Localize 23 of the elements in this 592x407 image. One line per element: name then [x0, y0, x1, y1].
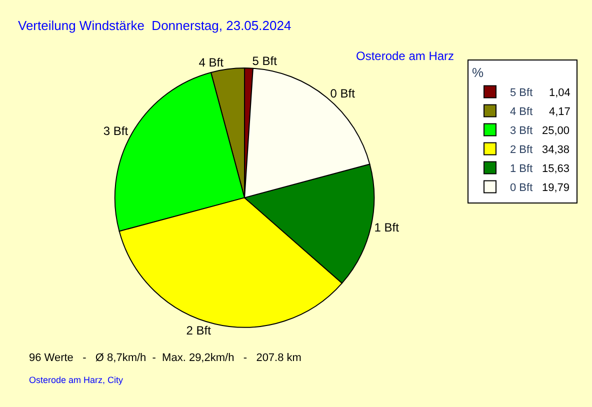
- data-label: 1,04: [549, 87, 570, 99]
- text: Osterode am Harz, City: [29, 375, 124, 385]
- chart-title: Verteilung Windstärke Donnerstag, 23.05.2024: [18, 18, 292, 33]
- legend-title: %: [472, 65, 484, 80]
- legend-label: 0 Bft: [510, 182, 533, 194]
- text: 96 Werte - Ø 8,7km/h - Max. 29,2km/h - 207.8 km: [29, 352, 302, 364]
- data-label: 25,00: [542, 125, 570, 137]
- data-label: 4,17: [549, 106, 570, 118]
- slice-label: 4 Bft: [198, 55, 224, 70]
- legend-label: 5 Bft: [510, 87, 533, 99]
- legend-label: 4 Bft: [510, 106, 533, 118]
- legend-label: 2 Bft: [510, 144, 533, 156]
- data-label: 15,63: [542, 163, 570, 175]
- legend-label: 1 Bft: [510, 163, 533, 175]
- slice-label: 0 Bft: [330, 86, 356, 100]
- slice-label: 1 Bft: [374, 220, 400, 234]
- slice-label: 2 Bft: [186, 324, 212, 338]
- chart-subtitle: Osterode am Harz: [356, 49, 454, 63]
- data-label: 34,38: [542, 144, 570, 156]
- legend-label: 3 Bft: [510, 125, 533, 137]
- slice-label: 5 Bft: [252, 54, 278, 68]
- slice-label: 3 Bft: [103, 124, 129, 138]
- data-label: 19,79: [542, 182, 570, 194]
